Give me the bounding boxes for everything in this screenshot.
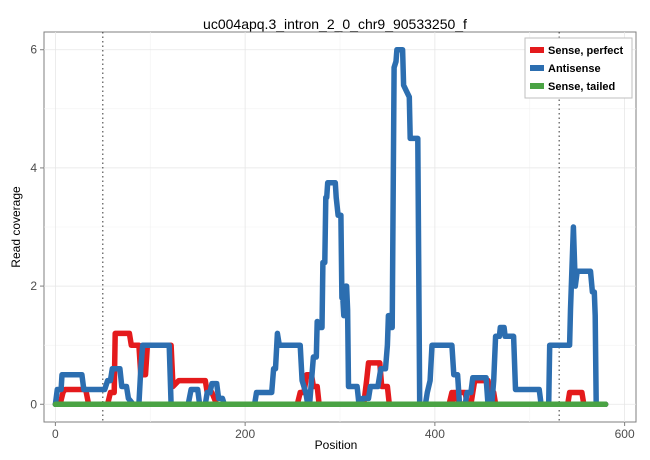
y-tick-label: 4 [30,161,37,175]
chart-title: uc004apq.3_intron_2_0_chr9_90533250_f [203,16,467,32]
x-tick-label: 200 [235,427,255,441]
y-tick-label: 2 [30,279,37,293]
x-tick-label: 600 [615,427,635,441]
y-axis-ticks: 0 2 4 6 [30,43,44,411]
x-axis-ticks: 0 200 400 600 [52,422,635,441]
y-tick-label: 0 [30,397,37,411]
x-tick-label: 400 [425,427,445,441]
series-lines [52,46,609,408]
legend-label-antisense: Antisense [548,63,601,75]
x-tick-label: 0 [52,427,59,441]
y-tick-label: 6 [30,43,37,57]
x-axis-label: Position [315,438,358,452]
legend-label-sense-tailed: Sense, tailed [548,81,615,93]
y-axis-label: Read coverage [9,186,23,268]
legend-label-sense-perfect: Sense, perfect [548,45,624,57]
reference-lines [102,32,560,422]
legend: Sense, perfect Antisense Sense, tailed [524,37,633,99]
series-line-antisense [52,46,609,408]
